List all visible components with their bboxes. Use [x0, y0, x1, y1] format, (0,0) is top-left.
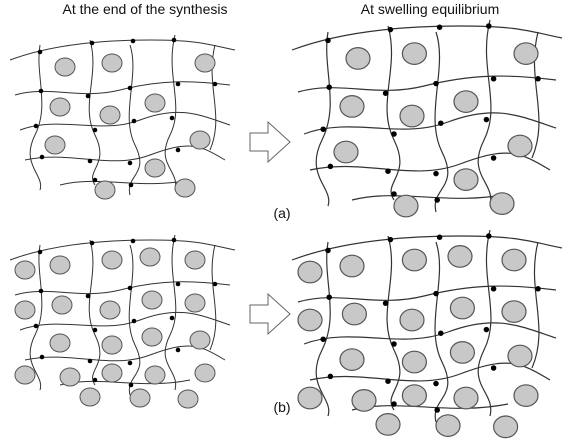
arrow	[249, 292, 291, 336]
left-title: At the end of the synthesis	[63, 1, 228, 17]
network-a-left	[9, 34, 236, 200]
arrow	[249, 120, 291, 164]
network-a-right	[291, 19, 563, 218]
panel-label: (a)	[273, 205, 290, 221]
right-title: At swelling equilibrium	[361, 1, 500, 17]
panel-label: (b)	[273, 399, 290, 415]
network-b-right	[291, 229, 563, 439]
network-b-left	[9, 234, 236, 409]
